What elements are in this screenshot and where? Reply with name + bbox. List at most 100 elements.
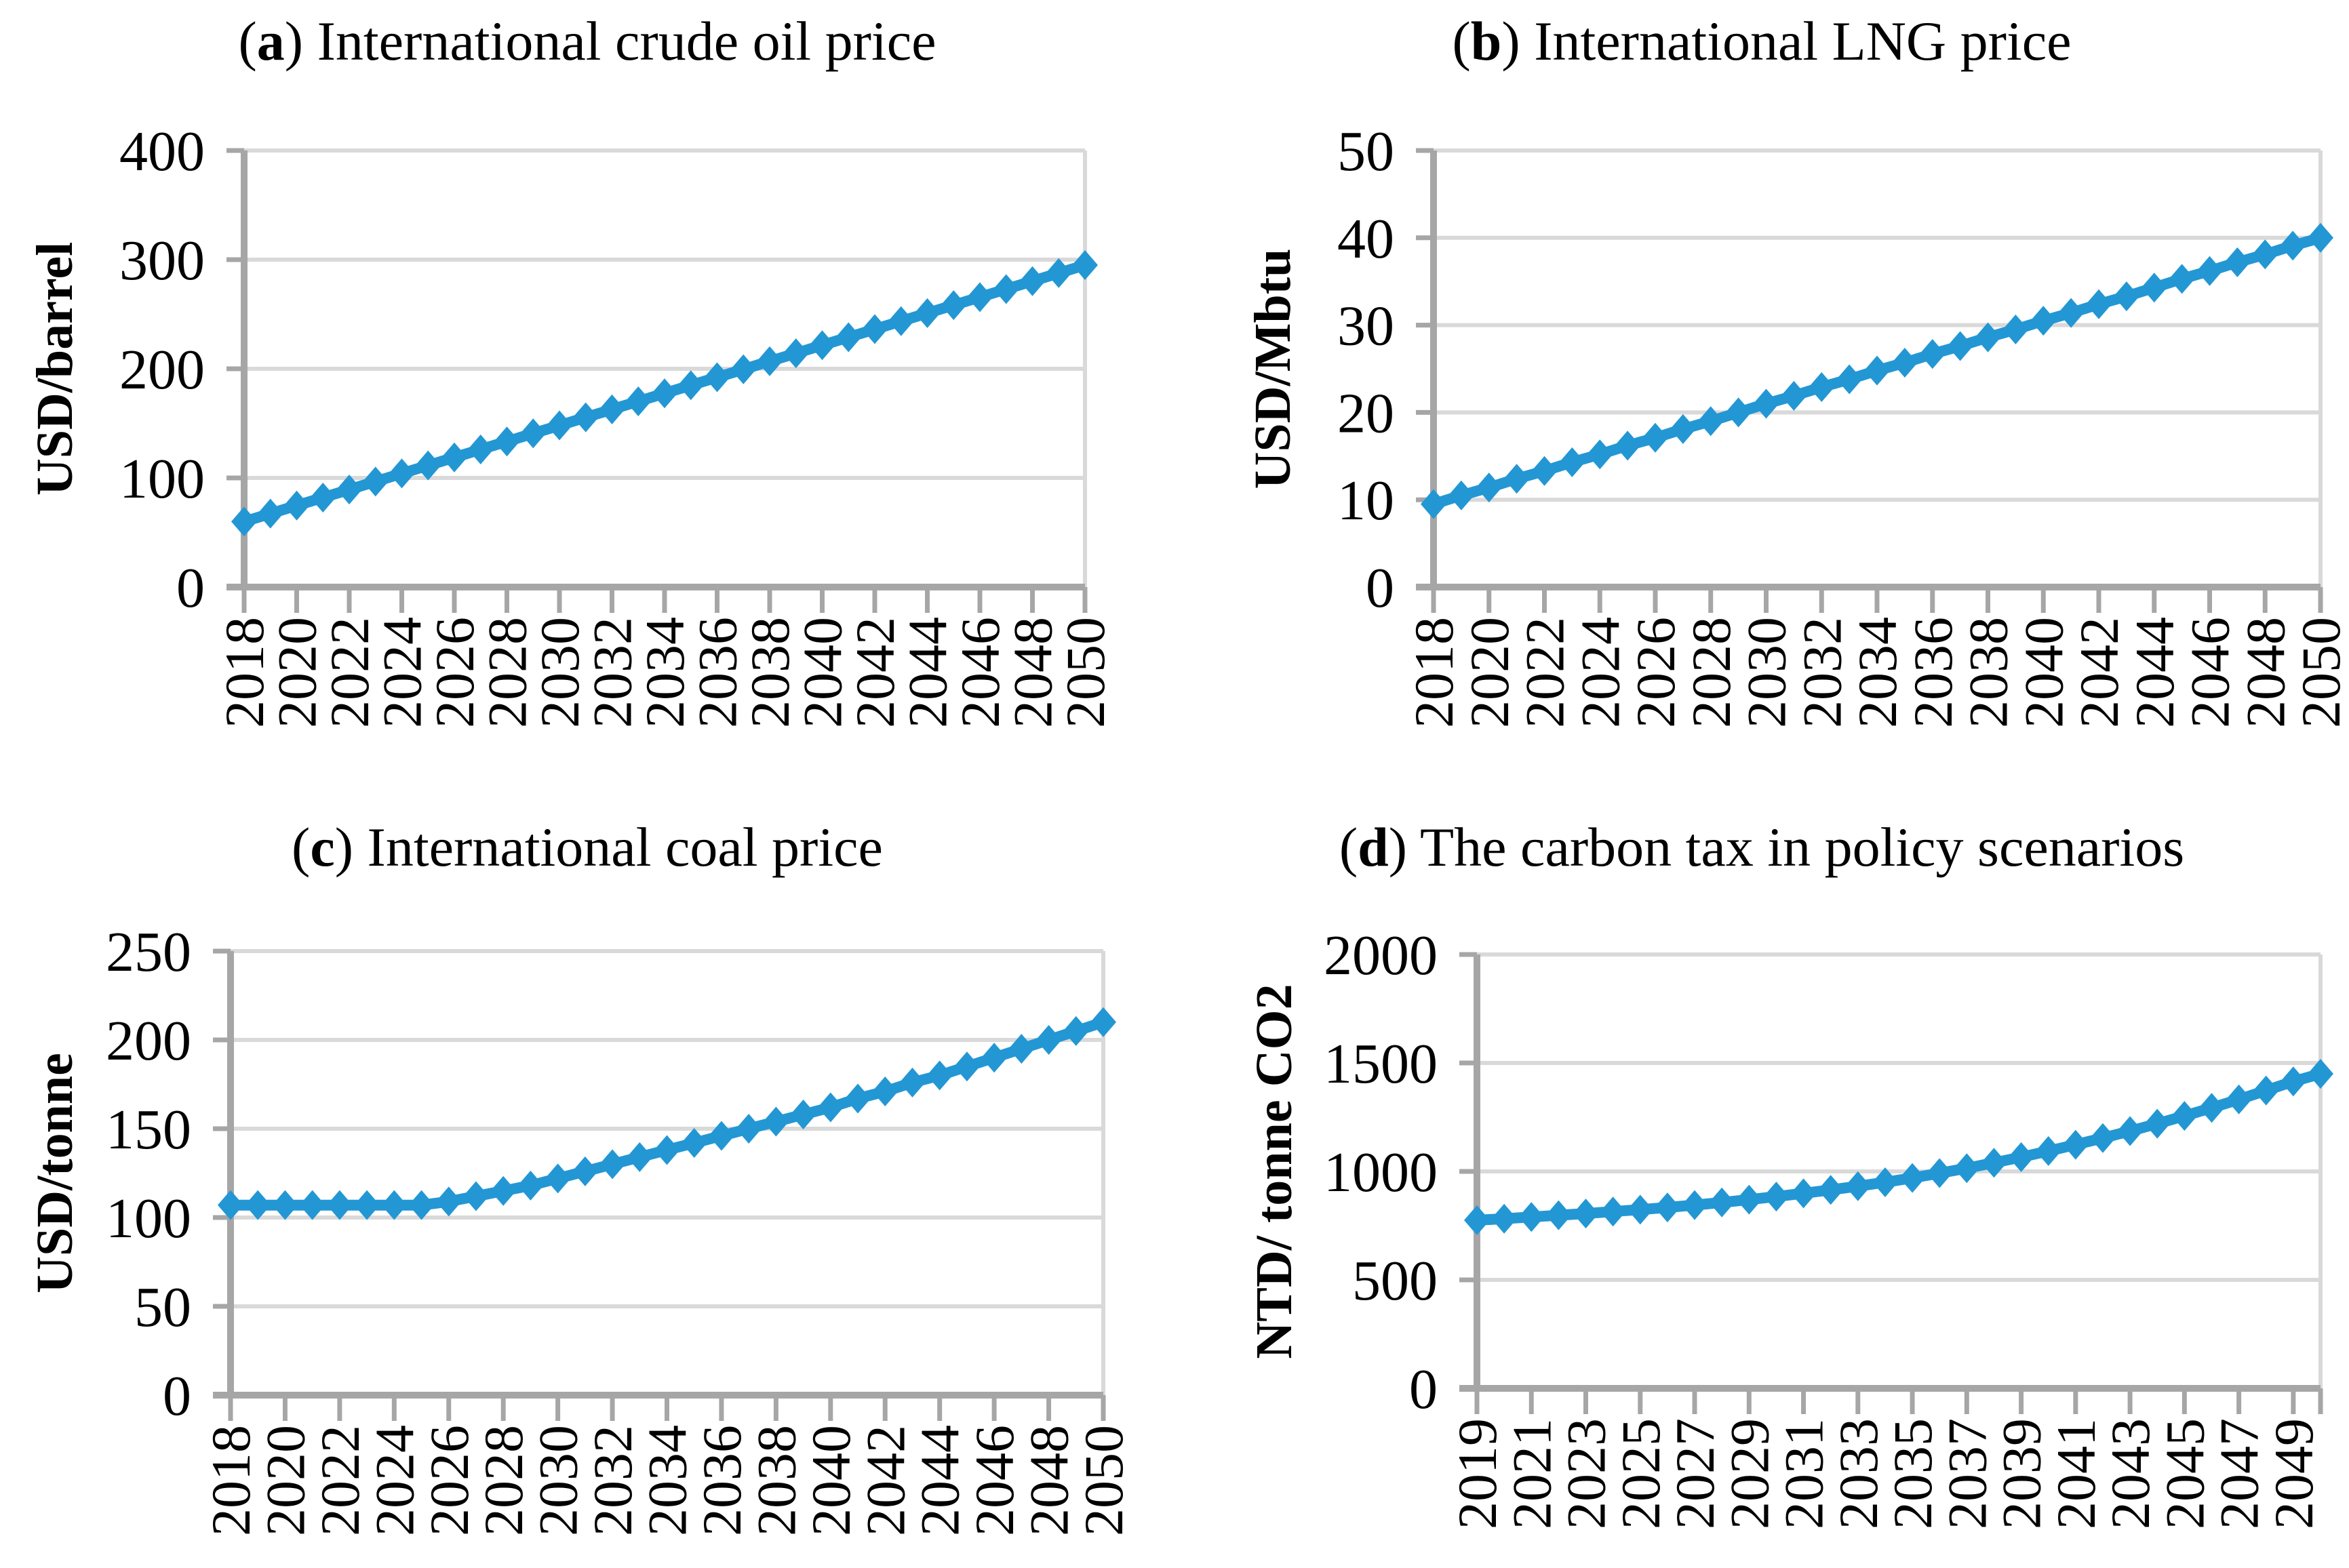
data-point-marker bbox=[272, 1190, 298, 1220]
data-point-marker bbox=[1503, 464, 1530, 494]
x-tick-label-2040: 2040 bbox=[792, 617, 854, 728]
data-point-marker bbox=[1063, 1016, 1089, 1046]
y-tick-label-0: 0 bbox=[176, 557, 205, 620]
data-point-marker bbox=[517, 1170, 544, 1201]
data-point-marker bbox=[1090, 1007, 1116, 1037]
x-tick-label-2047: 2047 bbox=[2209, 1418, 2270, 1529]
data-point-marker bbox=[888, 306, 914, 336]
x-tick-label-2040: 2040 bbox=[800, 1425, 862, 1536]
data-point-marker bbox=[953, 1051, 980, 1082]
data-point-marker bbox=[1627, 1194, 1653, 1225]
data-point-marker bbox=[1587, 439, 1613, 470]
data-point-marker bbox=[835, 322, 862, 353]
y-tick-label-1000: 1000 bbox=[1324, 1141, 1438, 1204]
chart-c-canvas: 0501001502002502018202020222024202620282… bbox=[26, 921, 1134, 1536]
x-tick-label-2041: 2041 bbox=[2045, 1418, 2107, 1529]
data-point-marker bbox=[2169, 264, 2195, 294]
x-tick-label-2040: 2040 bbox=[2013, 617, 2074, 728]
data-point-marker bbox=[1981, 1148, 2007, 1178]
data-point-marker bbox=[941, 290, 967, 321]
data-point-marker bbox=[462, 1181, 489, 1211]
data-point-marker bbox=[736, 1114, 762, 1144]
data-point-marker bbox=[872, 1076, 899, 1106]
y-tick-label-250: 250 bbox=[106, 921, 191, 984]
data-point-marker bbox=[1518, 1202, 1545, 1232]
data-point-marker bbox=[415, 450, 441, 481]
x-tick-label-2026: 2026 bbox=[418, 1425, 480, 1536]
data-point-marker bbox=[1046, 258, 1072, 288]
x-tick-label-2036: 2036 bbox=[687, 617, 749, 728]
data-point-marker bbox=[599, 394, 625, 424]
data-point-marker bbox=[1947, 331, 1973, 361]
panel-c-title-letter: c bbox=[310, 816, 335, 878]
x-tick-label-2039: 2039 bbox=[1991, 1418, 2053, 1529]
y-axis-title: USD/Mbtu bbox=[1244, 249, 1301, 489]
data-point-marker bbox=[993, 274, 1019, 304]
y-axis-title: USD/barrel bbox=[26, 242, 83, 496]
data-point-marker bbox=[1809, 372, 1835, 403]
x-tick-label-2038: 2038 bbox=[1958, 617, 2019, 728]
x-tick-label-2018: 2018 bbox=[214, 617, 275, 728]
panel-c-coal: (c) International coal price 0 50 100 150 20… bbox=[0, 784, 1174, 1568]
data-point-marker bbox=[817, 1092, 844, 1123]
panel-a-title-prefix: ( bbox=[238, 10, 257, 72]
data-point-marker bbox=[1682, 1190, 1708, 1220]
x-tick-label-2038: 2038 bbox=[745, 1425, 807, 1536]
x-tick-label-2022: 2022 bbox=[309, 1425, 371, 1536]
x-tick-label-2022: 2022 bbox=[1514, 617, 1576, 728]
data-point-marker bbox=[336, 475, 362, 505]
data-point-marker bbox=[783, 338, 809, 369]
y-tick-label-100: 100 bbox=[119, 447, 205, 510]
y-tick-label-30: 30 bbox=[1337, 295, 1394, 358]
data-point-marker bbox=[1008, 1034, 1035, 1064]
data-point-marker bbox=[547, 410, 572, 441]
chart-d-canvas: 0 500 1000 1500 2000 201920212023202520272029… bbox=[1246, 924, 2333, 1529]
data-point-marker bbox=[757, 346, 783, 376]
panel-c-title-rest: ) International coal price bbox=[334, 816, 883, 878]
y-tick-label-20: 20 bbox=[1337, 382, 1394, 445]
x-tick-label-2037: 2037 bbox=[1936, 1418, 1998, 1529]
data-point-marker bbox=[763, 1106, 789, 1137]
data-point-marker bbox=[2280, 230, 2306, 261]
data-point-marker bbox=[2252, 239, 2278, 270]
x-tick-label-2042: 2042 bbox=[2068, 617, 2130, 728]
data-point-marker bbox=[1421, 489, 1446, 519]
data-point-marker bbox=[389, 458, 415, 489]
y-axis-title: NTD/ tonne CO2 bbox=[1246, 984, 1303, 1359]
data-point-marker bbox=[845, 1083, 871, 1114]
data-point-marker bbox=[1864, 355, 1890, 386]
data-point-marker bbox=[1927, 1158, 1953, 1188]
data-point-marker bbox=[1670, 414, 1696, 444]
data-point-marker bbox=[681, 1127, 707, 1158]
panel-b-title-prefix: ( bbox=[1452, 10, 1471, 72]
y-tick-label-100: 100 bbox=[106, 1187, 191, 1250]
x-tick-label-2042: 2042 bbox=[844, 617, 906, 728]
data-point-marker bbox=[862, 314, 888, 344]
panel-b-title-letter: b bbox=[1470, 10, 1502, 72]
panel-d-title-rest: ) The carbon tax in policy scenarios bbox=[1388, 816, 2185, 878]
data-point-marker bbox=[283, 490, 310, 521]
data-point-marker bbox=[730, 354, 757, 384]
data-point-marker bbox=[1491, 1203, 1518, 1234]
data-point-marker bbox=[310, 482, 336, 512]
data-point-marker bbox=[1836, 364, 1863, 395]
data-point-marker bbox=[231, 506, 257, 537]
y-tick-label-2000: 2000 bbox=[1324, 924, 1438, 987]
data-point-marker bbox=[1736, 1184, 1762, 1215]
data-point-marker bbox=[1615, 430, 1641, 461]
y-tick-label-0: 0 bbox=[1409, 1358, 1438, 1421]
data-point-marker bbox=[1844, 1171, 1871, 1201]
x-tick-label-2031: 2031 bbox=[1773, 1418, 1835, 1529]
data-point-marker bbox=[599, 1149, 626, 1180]
data-point-marker bbox=[1654, 1192, 1680, 1223]
data-point-marker bbox=[520, 418, 547, 449]
data-point-marker bbox=[967, 282, 993, 313]
data-point-marker bbox=[654, 1135, 680, 1165]
x-tick-label-2046: 2046 bbox=[949, 617, 1011, 728]
y-tick-label-40: 40 bbox=[1337, 207, 1394, 270]
x-tick-label-2018: 2018 bbox=[200, 1425, 262, 1536]
panel-b-lng: (b) International LNG price 0 10 20 30 40 50 2… bbox=[1174, 0, 2349, 784]
x-tick-label-2045: 2045 bbox=[2154, 1418, 2215, 1529]
data-point-marker bbox=[2144, 1108, 2171, 1139]
